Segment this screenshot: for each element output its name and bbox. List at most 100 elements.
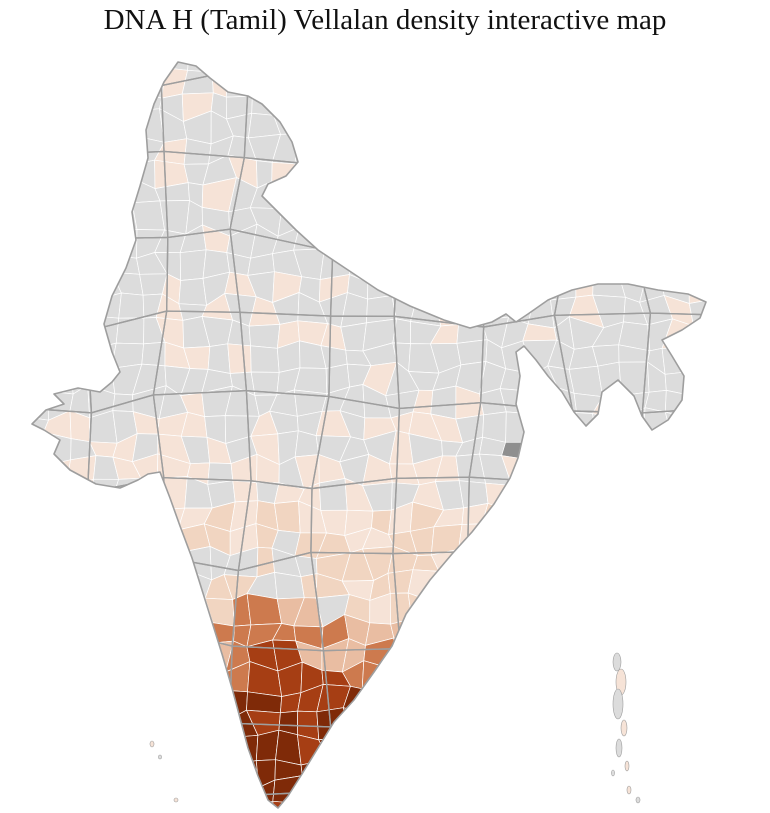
district-cell[interactable] [177, 712, 209, 734]
district-cell[interactable] [502, 798, 532, 813]
district-cell[interactable] [709, 187, 742, 212]
district-cell[interactable] [754, 757, 770, 789]
district-cell[interactable] [69, 339, 93, 373]
district-cell[interactable] [731, 413, 761, 443]
district-cell[interactable] [435, 88, 464, 118]
district-cell[interactable] [755, 297, 770, 324]
district-cell[interactable] [661, 63, 696, 96]
district-cell[interactable] [641, 756, 669, 784]
district-cell[interactable] [110, 803, 136, 813]
district-cell[interactable] [710, 442, 731, 464]
district-cell[interactable] [415, 783, 441, 804]
district-cell[interactable] [85, 803, 120, 813]
district-cell[interactable] [685, 416, 718, 443]
district-cell[interactable] [0, 417, 27, 436]
district-cell[interactable] [731, 786, 755, 811]
district-cell[interactable] [568, 118, 595, 138]
district-cell[interactable] [547, 801, 578, 813]
district-cell[interactable] [455, 46, 488, 73]
district-cell[interactable] [574, 202, 604, 231]
district-cell[interactable] [71, 298, 98, 329]
district-cell[interactable] [85, 714, 119, 738]
district-cell[interactable] [569, 556, 599, 576]
district-cell[interactable] [70, 157, 93, 191]
district-cell[interactable] [162, 568, 183, 605]
district-cell[interactable] [274, 572, 305, 600]
district-cell[interactable] [21, 637, 45, 668]
district-cell[interactable] [453, 110, 483, 140]
district-cell[interactable] [552, 42, 579, 75]
district-cell[interactable] [133, 802, 167, 813]
district-cell[interactable] [715, 597, 734, 621]
district-cell[interactable] [431, 617, 459, 648]
district-cell[interactable] [614, 776, 651, 809]
district-cell[interactable] [21, 338, 42, 375]
district-cell[interactable] [522, 458, 559, 481]
district-cell[interactable] [481, 503, 512, 533]
district-cell[interactable] [760, 439, 770, 462]
district-cell[interactable] [710, 209, 734, 232]
district-cell[interactable] [319, 233, 349, 254]
district-cell[interactable] [714, 733, 733, 762]
districts-layer[interactable] [0, 40, 770, 813]
district-cell[interactable] [547, 178, 582, 211]
district-cell[interactable] [227, 343, 252, 374]
district-cell[interactable] [365, 224, 398, 260]
district-cell[interactable] [571, 228, 598, 253]
district-cell[interactable] [501, 158, 528, 190]
district-cell[interactable] [526, 548, 555, 578]
district-cell[interactable] [661, 733, 689, 764]
district-cell[interactable] [546, 685, 580, 716]
district-cell[interactable] [455, 783, 489, 810]
district-cell[interactable] [316, 157, 350, 189]
district-cell[interactable] [502, 133, 528, 166]
district-cell[interactable] [685, 661, 709, 693]
district-cell[interactable] [342, 201, 373, 236]
district-cell[interactable] [668, 546, 689, 581]
district-cell[interactable] [570, 461, 600, 487]
district-cell[interactable] [455, 183, 489, 209]
district-cell[interactable] [182, 637, 214, 673]
district-cell[interactable] [476, 224, 509, 258]
district-cell[interactable] [65, 42, 95, 74]
district-cell[interactable] [49, 739, 75, 766]
district-cell[interactable] [570, 595, 605, 621]
district-cell[interactable] [25, 799, 45, 813]
district-cell[interactable] [732, 295, 759, 326]
island[interactable] [149, 740, 155, 748]
district-cell[interactable] [117, 784, 136, 808]
district-cell[interactable] [430, 732, 460, 762]
district-cell[interactable] [738, 66, 765, 97]
district-cell[interactable] [346, 777, 372, 802]
district-cell[interactable] [85, 575, 119, 599]
district-cell[interactable] [407, 68, 443, 93]
district-cell[interactable] [685, 526, 712, 557]
district-cell[interactable] [367, 780, 392, 802]
district-cell[interactable] [0, 251, 18, 279]
district-cell[interactable] [733, 757, 761, 789]
district-cell[interactable] [431, 251, 467, 278]
district-cell[interactable] [0, 596, 27, 626]
district-cell[interactable] [461, 686, 481, 716]
district-cell[interactable] [42, 187, 72, 213]
district-cell[interactable] [158, 526, 181, 553]
district-cell[interactable] [734, 369, 763, 395]
district-cell[interactable] [486, 204, 509, 225]
district-cell[interactable] [619, 638, 648, 673]
district-cell[interactable] [362, 70, 392, 97]
district-cell[interactable] [571, 249, 594, 275]
district-cell[interactable] [595, 461, 624, 487]
district-cell[interactable] [5, 802, 28, 813]
district-cell[interactable] [411, 200, 432, 233]
district-cell[interactable] [574, 755, 599, 780]
district-cell[interactable] [141, 661, 165, 692]
district-cell[interactable] [503, 690, 536, 718]
district-cell[interactable] [0, 504, 29, 530]
district-cell[interactable] [159, 200, 190, 235]
district-cell[interactable] [480, 570, 505, 602]
district-cell[interactable] [757, 732, 770, 759]
district-cell[interactable] [410, 182, 433, 214]
district-cell[interactable] [618, 503, 644, 534]
district-cell[interactable] [0, 570, 28, 600]
district-cell[interactable] [44, 708, 70, 743]
